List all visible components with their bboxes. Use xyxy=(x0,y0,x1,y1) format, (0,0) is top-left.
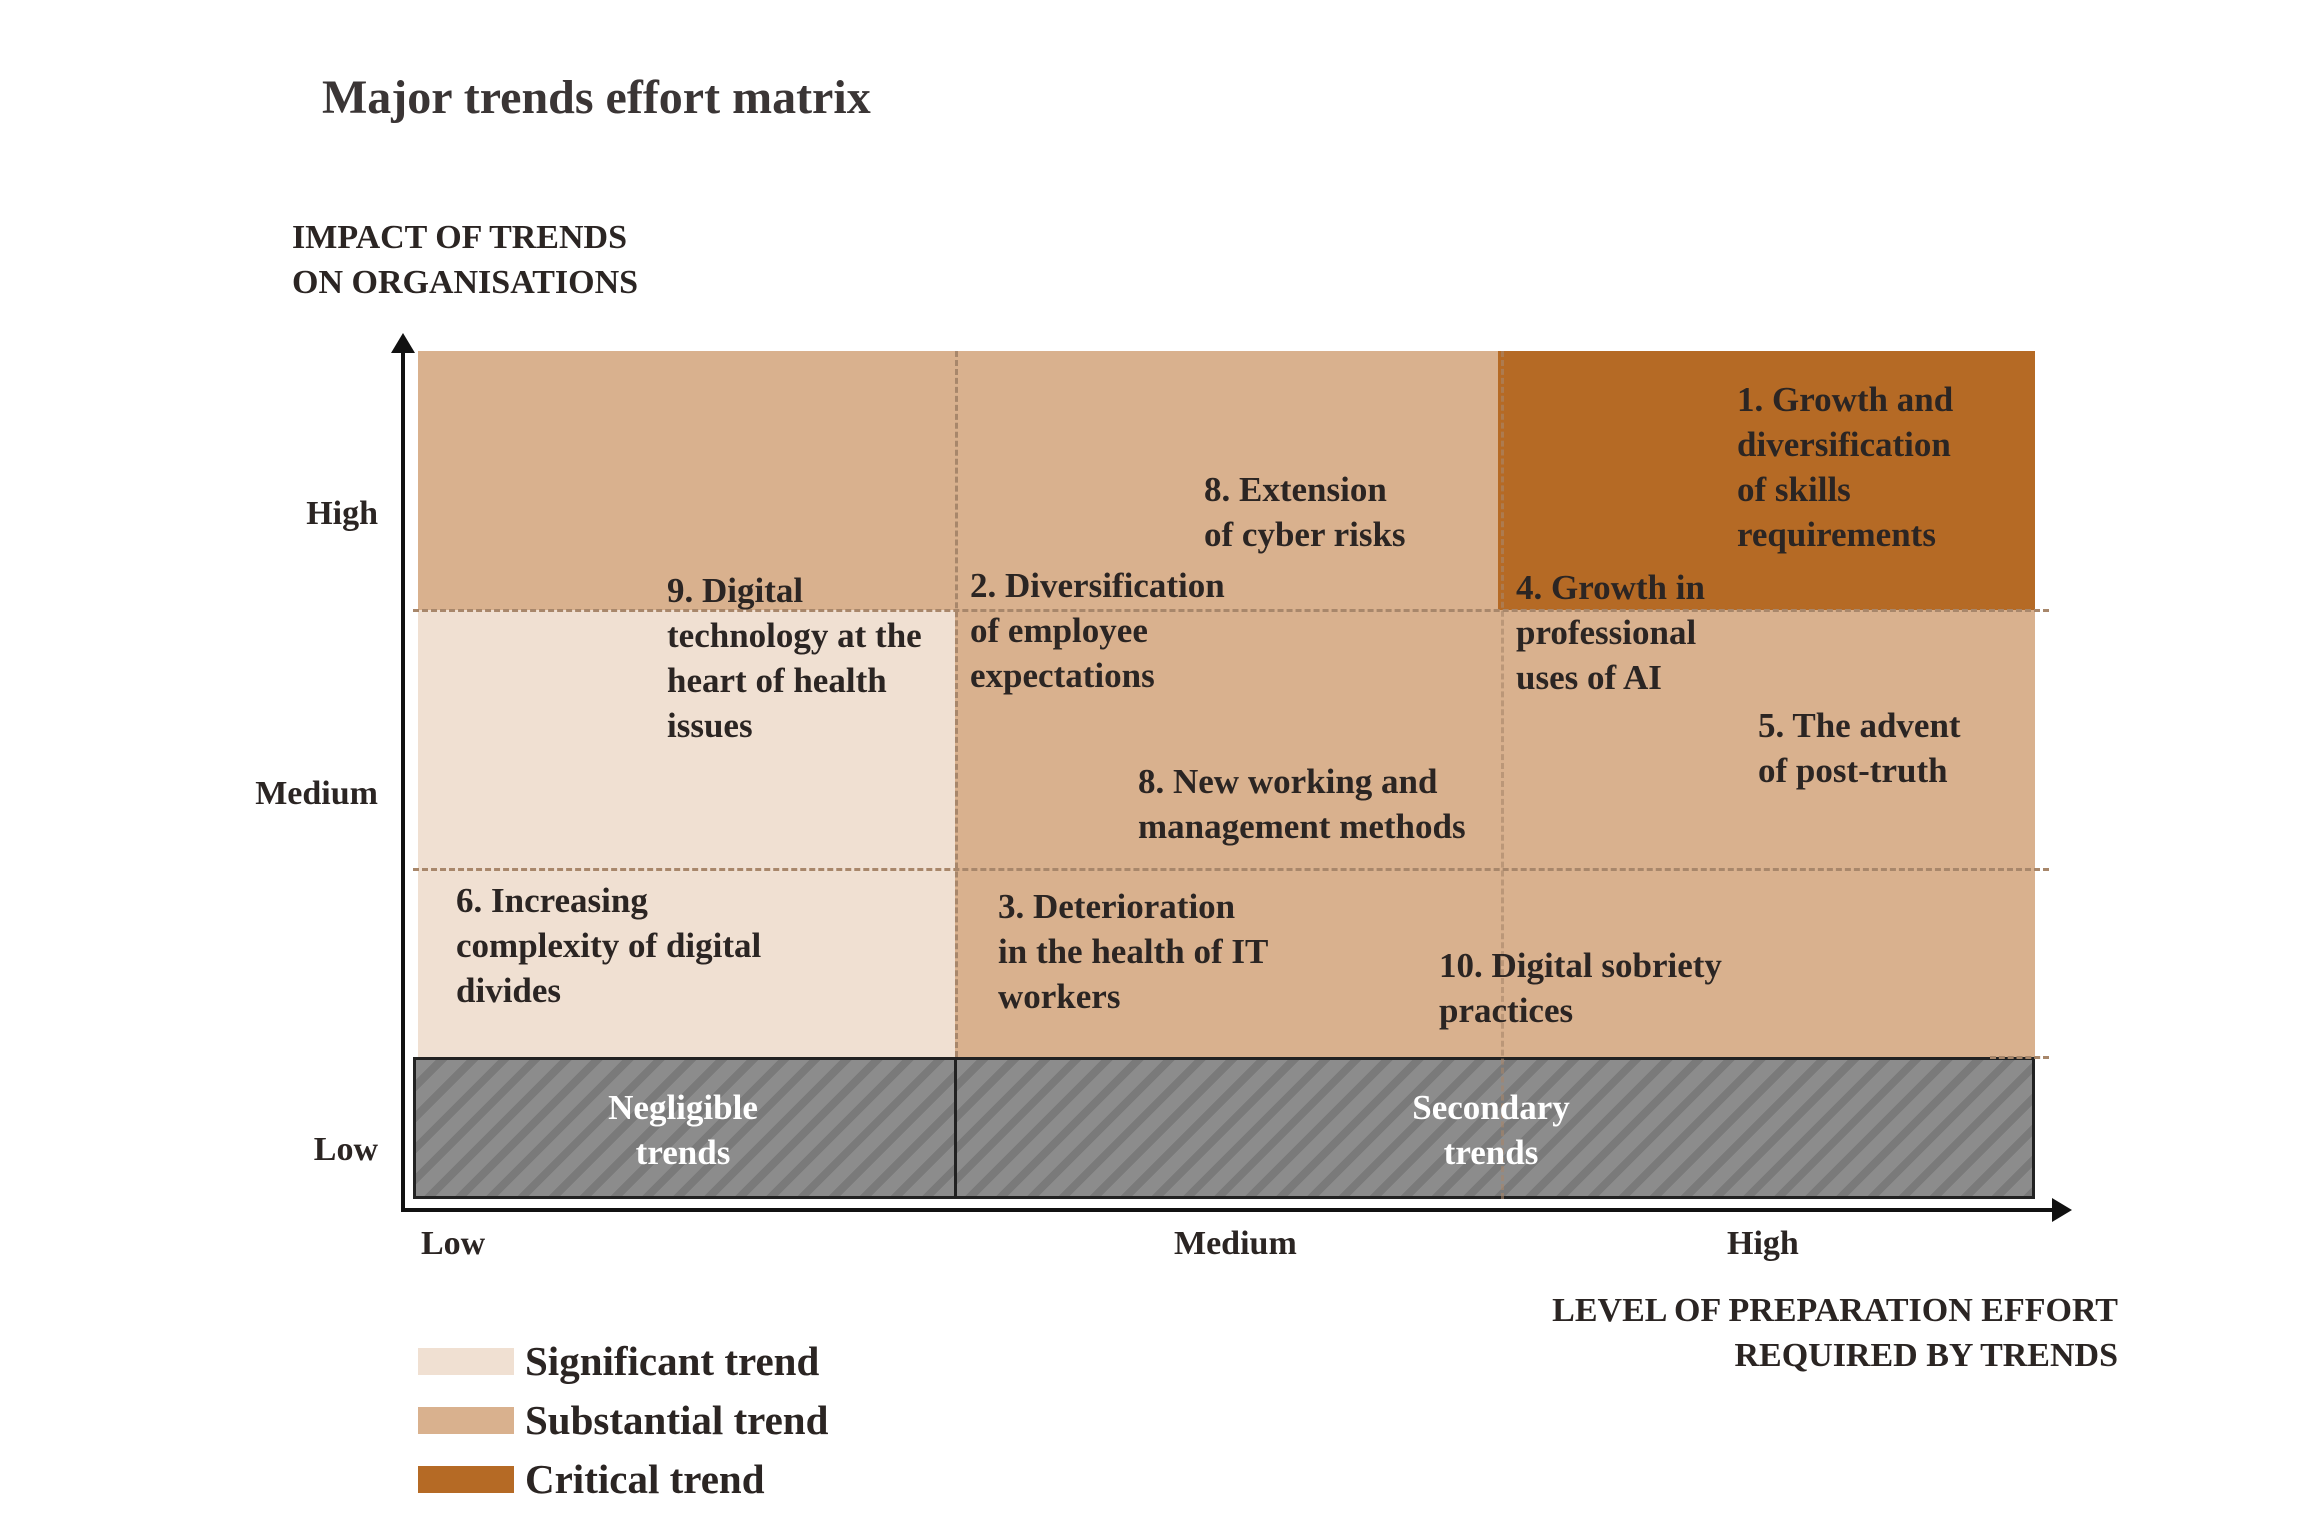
zone-secondary xyxy=(954,1057,2035,1199)
trend-label-1: 1. Growth and diversification of skills … xyxy=(1737,380,1954,554)
cell-low-high xyxy=(418,351,955,610)
x-axis-line xyxy=(401,1208,2056,1212)
zone-secondary-label: Secondary trends xyxy=(1412,1088,1570,1172)
x-tick-medium: Medium xyxy=(1174,1225,1297,1262)
cell-substantial-mid xyxy=(955,610,2035,1057)
trend-label-4: 4. Growth in professional uses of AI xyxy=(1516,568,1705,697)
legend-label-significant: Significant trend xyxy=(525,1338,820,1384)
zone-negligible-label: Negligible trends xyxy=(608,1088,758,1172)
x-tick-low: Low xyxy=(421,1225,486,1262)
trend-label-3: 3. Deterioration in the health of IT wor… xyxy=(998,887,1269,1016)
trend-label-9: 9. Digital technology at the heart of he… xyxy=(667,571,922,745)
legend-swatch-significant xyxy=(418,1348,514,1375)
zone-negligible xyxy=(413,1057,957,1199)
grid-line xyxy=(413,609,2049,612)
legend-swatch-substantial xyxy=(418,1407,514,1434)
trend-label-6: 6. Increasing complexity of digital divi… xyxy=(456,881,762,1010)
cell-medium-high xyxy=(955,351,1498,610)
x-axis-arrow-icon xyxy=(2052,1198,2072,1222)
trend-label-8-cyber: 8. Extension of cyber risks xyxy=(1204,470,1406,554)
grid-line xyxy=(1990,1056,2049,1059)
legend-label-critical: Critical trend xyxy=(525,1456,765,1502)
y-tick-low: Low xyxy=(313,1131,378,1168)
grid-line xyxy=(1501,351,1504,1199)
x-tick-high: High xyxy=(1727,1225,1799,1262)
cell-high-high xyxy=(1498,351,2035,610)
y-axis-arrow-icon xyxy=(391,333,415,353)
y-axis-title: IMPACT OF TRENDS ON ORGANISATIONS xyxy=(292,219,639,301)
trend-label-8-working: 8. New working and management methods xyxy=(1138,762,1466,846)
grid-line xyxy=(955,351,958,1057)
y-axis-line xyxy=(401,345,405,1212)
trend-label-10: 10. Digital sobriety practices xyxy=(1439,946,1722,1030)
y-tick-high: High xyxy=(306,495,378,532)
chart-title: Major trends effort matrix xyxy=(322,71,871,124)
legend-label-substantial: Substantial trend xyxy=(525,1397,829,1443)
y-tick-medium: Medium xyxy=(255,775,378,812)
trend-label-5: 5. The advent of post-truth xyxy=(1758,706,1961,790)
grid-line xyxy=(413,868,2049,871)
trend-label-2: 2. Diversification of employee expectati… xyxy=(970,566,1225,695)
x-axis-title: LEVEL OF PREPARATION EFFORT REQUIRED BY … xyxy=(1552,1292,2118,1374)
legend-swatch-critical xyxy=(418,1466,514,1493)
cell-low-medium xyxy=(418,610,955,1057)
